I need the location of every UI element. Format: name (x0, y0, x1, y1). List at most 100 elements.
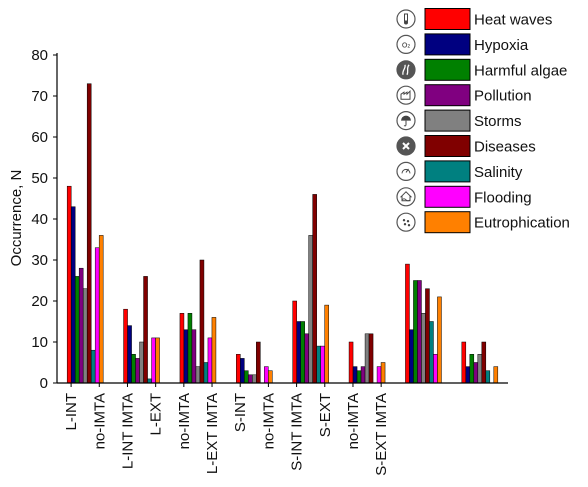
x-category-label: S-EXT (317, 393, 334, 437)
bar (203, 362, 209, 384)
x-category-label: no-IMTA (345, 393, 362, 449)
bar (74, 276, 80, 384)
bar-group (461, 341, 499, 384)
y-tick-label: 20 (31, 293, 48, 310)
bar (473, 362, 479, 384)
bar (360, 366, 366, 384)
legend-swatch (424, 33, 471, 56)
svg-text:O₂: O₂ (402, 41, 411, 49)
x-category-label: L-INT IMTA (120, 393, 137, 469)
y-tick-label: 60 (31, 129, 48, 146)
bar (191, 329, 197, 384)
y-tick-label: 30 (31, 252, 48, 269)
bar (78, 267, 84, 384)
bar-group (123, 276, 160, 384)
bar (477, 354, 483, 384)
bar (417, 280, 422, 384)
bar (183, 329, 189, 384)
bar (324, 304, 329, 384)
legend-label: Hypoxia (474, 37, 529, 54)
bar (90, 349, 96, 384)
x-category-label: no-IMTA (176, 393, 193, 449)
bar (304, 333, 309, 384)
bar (465, 366, 471, 384)
bar (380, 362, 386, 384)
house-flood-icon (396, 187, 416, 207)
axes: 0 10 20 30 40 50 60 70 80 L-INT no-IMTA L-INT IMTA L… (31, 47, 508, 476)
legend-item: Storms (396, 109, 522, 132)
bar (98, 235, 104, 384)
bar (364, 333, 370, 384)
bar (147, 378, 152, 384)
bar (348, 341, 354, 384)
bar (316, 345, 321, 384)
bar-group (179, 259, 217, 384)
thermometer-icon (396, 9, 416, 29)
bar (485, 370, 491, 384)
gauge-icon (396, 161, 416, 181)
legend-swatch (424, 58, 471, 81)
bar (179, 313, 185, 384)
bar (199, 259, 205, 384)
bar (421, 313, 426, 384)
bar (493, 366, 499, 384)
y-axis-title: Occurrence, N (8, 170, 25, 267)
legend-item: Eutrophication (396, 211, 570, 234)
bar (481, 341, 487, 384)
factory-icon (396, 85, 416, 105)
legend-item: Diseases (396, 135, 536, 157)
legend: Heat waves O₂ Hypoxia Harmful algae Pollutio… (396, 8, 570, 234)
bar-group (236, 341, 273, 384)
x-category-label: L-INT (63, 393, 80, 431)
legend-label: Storms (474, 113, 522, 130)
bar (82, 288, 88, 384)
bar (437, 296, 442, 384)
y-tick-label: 10 (31, 334, 48, 351)
legend-label: Diseases (474, 139, 536, 156)
bar (135, 358, 140, 384)
bar (240, 358, 245, 384)
legend-item: Flooding (396, 185, 532, 208)
bar (429, 321, 434, 384)
bar (469, 354, 475, 384)
legend-swatch (424, 84, 471, 107)
bar (94, 247, 100, 384)
bar (461, 341, 467, 384)
x-category-label: L-EXT (148, 393, 165, 436)
bar (187, 313, 193, 384)
bar-group (66, 83, 104, 384)
bar (252, 374, 257, 384)
bar (211, 317, 217, 384)
bar (368, 333, 374, 384)
bar-group (405, 263, 442, 384)
legend-swatch (424, 8, 471, 30)
bar (409, 329, 414, 384)
o2-icon: O₂ (396, 34, 416, 55)
bar (356, 370, 362, 384)
bar (207, 337, 213, 384)
legend-item: Salinity (396, 160, 523, 183)
legend-swatch (424, 160, 471, 183)
legend-label: Salinity (474, 164, 523, 181)
bar (405, 263, 410, 384)
legend-label: Flooding (474, 189, 532, 206)
bar (131, 354, 136, 384)
bar (123, 308, 128, 384)
legend-item: Harmful algae (396, 58, 567, 81)
plot-bars (66, 83, 499, 384)
bar (425, 288, 430, 384)
legend-label: Eutrophication (474, 215, 570, 232)
y-tick-label: 70 (31, 88, 48, 105)
bar (312, 194, 317, 384)
bar (376, 366, 382, 384)
legend-label: Heat waves (474, 12, 552, 29)
legend-swatch (424, 211, 471, 234)
bar (352, 366, 358, 384)
cross-icon (396, 136, 416, 156)
bar (244, 370, 249, 384)
bar (143, 276, 148, 384)
bar (151, 337, 156, 384)
algae-icon (396, 60, 416, 80)
bar (320, 345, 325, 384)
